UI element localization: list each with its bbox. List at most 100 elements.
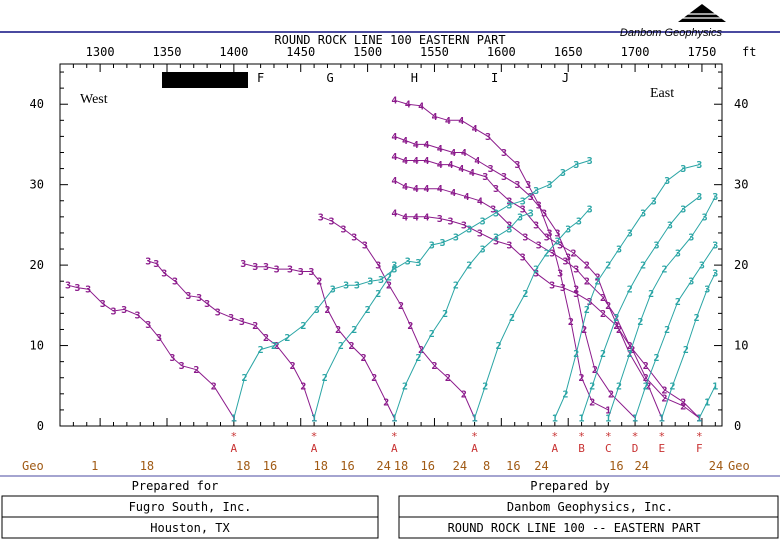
data-point: 2: [653, 353, 659, 364]
geo-number: 18: [236, 459, 250, 473]
geo-number: 24: [635, 459, 649, 473]
plot-border: [59, 63, 723, 427]
x-tick-label: 1500: [353, 45, 382, 59]
data-point: 3: [653, 241, 659, 252]
data-point: 2: [595, 277, 601, 288]
data-point: 4: [418, 101, 424, 112]
y-tick-label-left: 30: [30, 178, 44, 192]
geo-label-right: Geo: [728, 459, 750, 473]
data-point: 3: [506, 224, 512, 235]
y-axis-ticks: 0 0 10 10 20 20 30 30 40 40: [30, 97, 749, 433]
data-point: 3: [482, 172, 488, 183]
data-point: 3: [161, 269, 167, 280]
data-point: 3: [565, 224, 571, 235]
data-point: 2: [600, 293, 606, 304]
data-point: 4: [423, 184, 429, 195]
geo-number: 18: [314, 459, 328, 473]
x-tick-label: 1700: [621, 45, 650, 59]
data-point: 2: [402, 381, 408, 392]
data-point: 3: [439, 238, 445, 249]
project-name: ROUND ROCK LINE 100 -- EASTERN PART: [448, 521, 701, 535]
data-point: 4: [472, 124, 478, 135]
data-point: 3: [447, 216, 453, 227]
data-point: 1: [696, 413, 702, 424]
data-point: 3: [501, 148, 507, 159]
data-point: 4: [413, 156, 419, 167]
data-point: 1: [472, 413, 478, 424]
data-point: 3: [415, 258, 421, 269]
station-letter: I: [491, 71, 498, 85]
data-point: 3: [522, 232, 528, 243]
x-tick-label: 1300: [86, 45, 115, 59]
series-line: [581, 196, 700, 419]
data-point: 2: [584, 261, 590, 272]
data-point: 3: [493, 236, 499, 247]
data-point: 3: [514, 160, 520, 171]
series-line: [313, 264, 395, 419]
data-point: 2: [284, 333, 290, 344]
data-point: 2: [683, 345, 689, 356]
data-point: 2: [258, 345, 264, 356]
y-tick-label-right: 20: [734, 258, 748, 272]
data-point: 3: [466, 224, 472, 235]
station-letter: H: [411, 71, 418, 85]
x-tick-label: 1450: [286, 45, 315, 59]
y-tick-label-right: 40: [734, 97, 748, 111]
data-point: 3: [549, 249, 555, 260]
data-point: 3: [501, 172, 507, 183]
data-point: 3: [121, 305, 127, 316]
data-point: 2: [461, 389, 467, 400]
data-point: 3: [573, 160, 579, 171]
data-point: 3: [185, 291, 191, 302]
data-point: 2: [533, 265, 539, 276]
data-point: 2: [445, 373, 451, 384]
x-tick-label: 1400: [219, 45, 248, 59]
data-point: 4: [423, 140, 429, 151]
data-point: 4: [405, 100, 411, 111]
series-line: [393, 212, 531, 419]
data-point: 2: [661, 265, 667, 276]
series-line: [554, 164, 700, 419]
geo-number: 16: [340, 459, 354, 473]
data-point: 2: [351, 325, 357, 336]
data-point: 3: [506, 196, 512, 207]
shot-star: *: [632, 430, 639, 443]
data-point: 3: [528, 208, 534, 219]
data-point: 2: [680, 401, 686, 412]
data-point: 2: [263, 333, 269, 344]
geo-number: 18: [140, 459, 154, 473]
data-point: 3: [461, 220, 467, 231]
data-point: 2: [573, 285, 579, 296]
data-point: 2: [592, 365, 598, 376]
data-point: 3: [688, 232, 694, 243]
data-point: 2: [589, 397, 595, 408]
data-point: 2: [274, 341, 280, 352]
data-point: 2: [579, 373, 585, 384]
data-point: 2: [365, 305, 371, 316]
data-point: 3: [490, 204, 496, 215]
data-point: 2: [648, 289, 654, 300]
data-point: 3: [546, 228, 552, 239]
data-point: 4: [458, 116, 464, 127]
data-point: 2: [643, 381, 649, 392]
data-point: 3: [318, 212, 324, 223]
header-bar: [0, 0, 780, 32]
shot-label: A: [552, 442, 559, 455]
data-point: 3: [351, 232, 357, 243]
data-point: 2: [509, 313, 515, 324]
data-point: 2: [600, 349, 606, 360]
geo-number: 24: [534, 459, 548, 473]
data-point: 3: [343, 281, 349, 292]
data-point: 1: [311, 413, 317, 424]
series-line: [148, 260, 315, 419]
data-point: 2: [386, 281, 392, 292]
data-point: 2: [616, 381, 622, 392]
data-point: 2: [386, 273, 392, 284]
data-point: 3: [565, 253, 571, 264]
geo-label-left: Geo: [22, 459, 44, 473]
